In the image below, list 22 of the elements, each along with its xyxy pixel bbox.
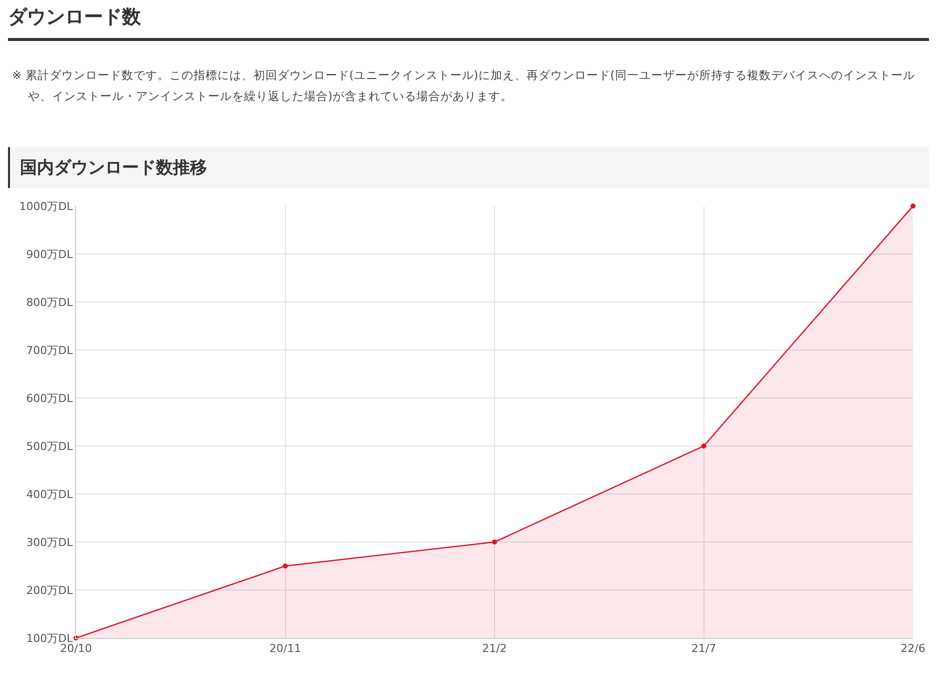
point (282, 564, 288, 568)
y-tick-label: 700万DL (26, 344, 74, 357)
y-tick-label: 100万DL (26, 632, 74, 645)
point (492, 540, 497, 544)
chart-subtitle: 国内ダウンロード数推移 (8, 147, 929, 188)
y-tick-label: 1000万DL (19, 200, 74, 213)
x-tick-label: 22/6 (900, 642, 926, 656)
y-tick-label: 600万DL (26, 392, 74, 405)
text: ※ 累計ダウンロード数です。この指標には、初回ダウンロード(ユニークインストール)に加え、再ダウンロード(同一ユーザーが所持する複数デバイスへのインストールや、インストール・アンインストールを繰り返した場合)が含まれている場合があります。 (12, 67, 916, 105)
y-tick-label: 900万DL (26, 248, 74, 261)
y-tick-label: 300万DL (26, 536, 74, 549)
chart-title: ダウンロード数 (8, 0, 929, 41)
point (701, 444, 706, 448)
y-tick-label: 200万DL (26, 584, 74, 597)
x-tick-label: 21/7 (691, 642, 716, 656)
point (910, 204, 916, 208)
x-tick-label: 20/11 (269, 642, 302, 656)
x-tick-label: 20/10 (60, 642, 92, 656)
x-tick-label: 21/2 (482, 642, 507, 656)
y-tick-label: 800万DL (26, 296, 74, 309)
y-tick-label: 400万DL (26, 488, 74, 501)
y-tick-label: 500万DL (26, 440, 74, 453)
